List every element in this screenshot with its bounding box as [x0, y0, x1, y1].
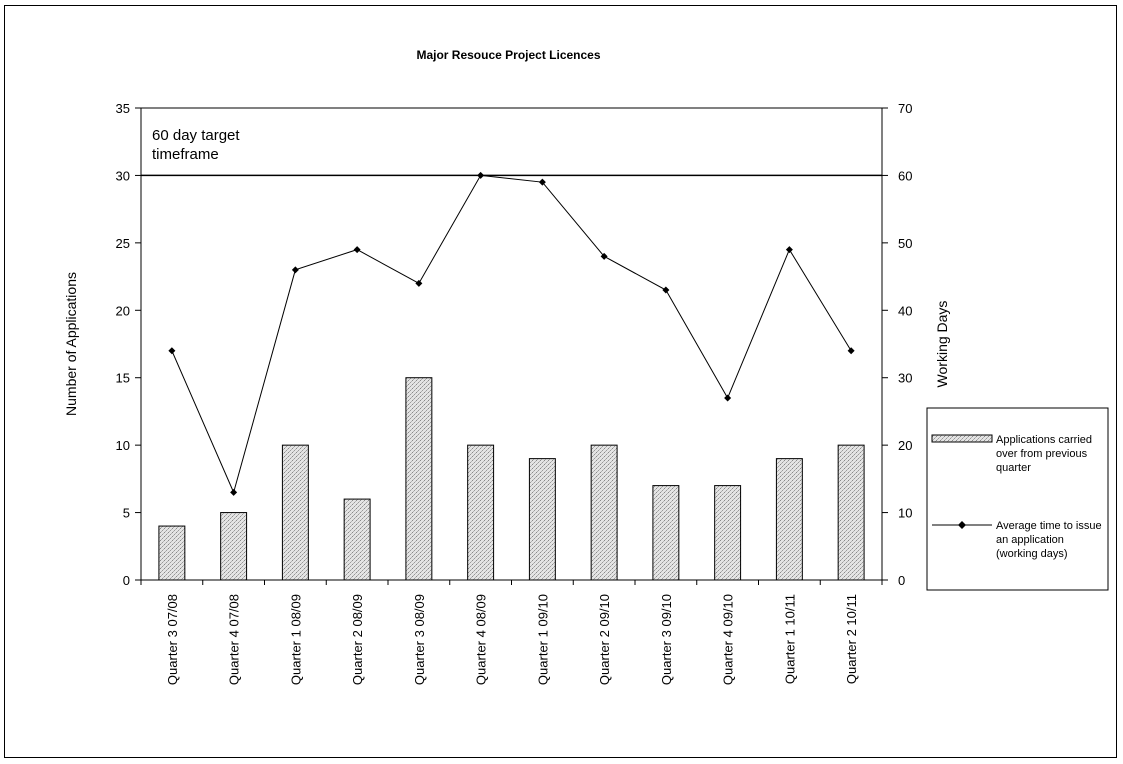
chart-frame	[4, 5, 1117, 758]
target-annotation-line-2: timeframe	[152, 146, 219, 163]
x-tick-label: Quarter 4 09/10	[721, 594, 736, 685]
x-tick-label: Quarter 4 07/08	[227, 594, 242, 685]
line-marker	[477, 171, 485, 179]
y-axis-title: Number of Applications	[63, 272, 79, 416]
y2-tick-label: 20	[898, 438, 912, 453]
x-tick-label: Quarter 2 09/10	[597, 594, 612, 685]
bar	[405, 377, 433, 581]
bar	[467, 444, 495, 581]
x-tick-label: Quarter 3 09/10	[659, 594, 674, 685]
line-marker	[662, 286, 670, 294]
target-annotation-line-1: 60 day target	[152, 127, 240, 144]
line-marker	[291, 266, 299, 274]
line-marker	[415, 279, 423, 287]
y-tick-label: 35	[116, 101, 130, 116]
line-marker	[785, 246, 793, 254]
line-series	[171, 174, 852, 494]
x-tick-label: Quarter 1 09/10	[535, 594, 550, 685]
legend-line-marker	[958, 521, 966, 529]
bar	[837, 444, 865, 581]
x-tick-label: Quarter 3 07/08	[165, 594, 180, 685]
line-marker	[724, 394, 732, 402]
x-tick-label: Quarter 2 08/09	[350, 594, 365, 685]
bar	[652, 485, 680, 581]
line-marker	[538, 178, 546, 186]
x-tick-label: Quarter 4 08/09	[474, 594, 489, 685]
y2-tick-label: 30	[898, 371, 912, 386]
bar	[775, 458, 803, 581]
x-tick-label: Quarter 1 10/11	[782, 594, 797, 684]
y2-tick-label: 60	[898, 168, 912, 183]
x-tick-label: Quarter 2 10/11	[844, 594, 859, 684]
y2-tick-label: 0	[898, 573, 905, 588]
bar	[714, 485, 742, 581]
bar	[528, 458, 556, 581]
line-marker	[353, 246, 361, 254]
line-marker	[600, 252, 608, 260]
line-marker	[230, 488, 238, 496]
y-tick-label: 20	[116, 303, 130, 318]
y2-tick-label: 40	[898, 303, 912, 318]
legend-bar-swatch	[931, 434, 993, 443]
y-tick-label: 10	[116, 438, 130, 453]
bar	[220, 512, 248, 581]
x-tick-label: Quarter 1 08/09	[288, 594, 303, 685]
line-marker	[168, 347, 176, 355]
bar	[158, 525, 186, 581]
chart-title: Major Resouce Project Licences	[416, 48, 600, 62]
y-tick-label: 0	[123, 573, 130, 588]
y-tick-label: 15	[116, 371, 130, 386]
bar	[590, 444, 618, 581]
y2-tick-label: 70	[898, 101, 912, 116]
y2-tick-label: 50	[898, 236, 912, 251]
y2-axis-title: Working Days	[934, 301, 950, 388]
y2-tick-label: 10	[898, 506, 912, 521]
legend-label-line: Average time to issue an application (work…	[996, 520, 1102, 560]
y-tick-label: 25	[116, 236, 130, 251]
y-tick-label: 5	[123, 506, 130, 521]
bar	[281, 444, 309, 581]
line-marker	[847, 347, 855, 355]
x-tick-label: Quarter 3 08/09	[412, 594, 427, 685]
legend-label-bars: Applications carried over from previous qu…	[996, 434, 1092, 474]
y-tick-label: 30	[116, 168, 130, 183]
bar	[343, 498, 371, 581]
